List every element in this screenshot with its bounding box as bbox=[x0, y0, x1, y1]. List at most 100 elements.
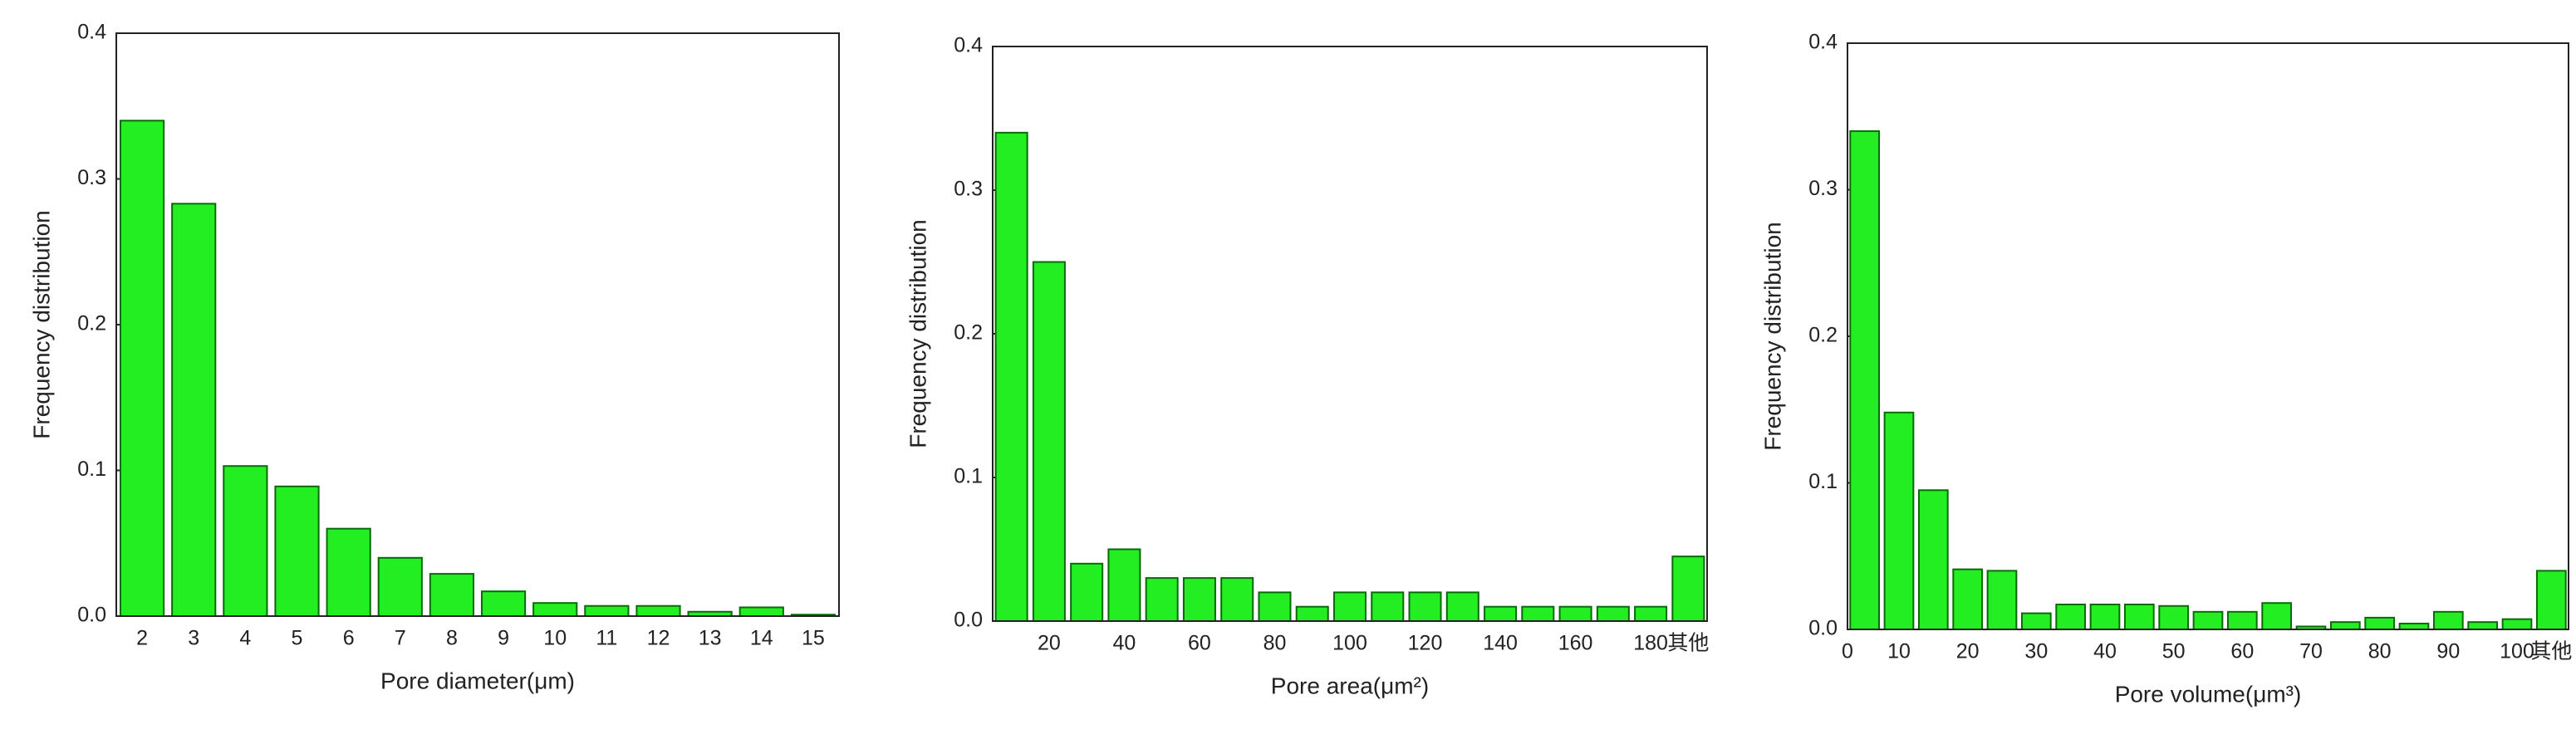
bar bbox=[326, 527, 371, 618]
y-tick-label: 0.4 bbox=[77, 21, 106, 44]
x-tick-label: 10 bbox=[543, 627, 567, 650]
x-tick-label: 70 bbox=[2299, 640, 2323, 663]
y-tick-label: 0.1 bbox=[1808, 470, 1838, 493]
x-tick-label: 14 bbox=[750, 627, 773, 650]
bar bbox=[584, 604, 630, 618]
bar bbox=[1484, 605, 1518, 623]
x-tick-label: 13 bbox=[699, 627, 722, 650]
plot-frame bbox=[992, 46, 1708, 622]
x-tick-label: 2 bbox=[136, 627, 148, 650]
y-axis-title: Frequency distribution bbox=[28, 210, 54, 438]
bar bbox=[2020, 612, 2052, 631]
bar bbox=[1408, 591, 1442, 623]
bar bbox=[1883, 411, 1915, 630]
y-tick-label: 0.2 bbox=[1808, 324, 1838, 347]
bar bbox=[2398, 622, 2430, 631]
bar bbox=[1596, 605, 1630, 623]
x-tick-label: 100 bbox=[2500, 640, 2534, 663]
bar bbox=[1849, 130, 1881, 630]
bar bbox=[480, 590, 527, 617]
bar bbox=[1220, 577, 1254, 622]
plot-frame bbox=[115, 32, 840, 617]
x-tick-label: 60 bbox=[1188, 632, 1211, 655]
plot-frame bbox=[1847, 42, 2569, 630]
x-tick-label: 40 bbox=[2093, 640, 2117, 663]
x-tick-label: 50 bbox=[2162, 640, 2186, 663]
bar bbox=[2158, 604, 2190, 631]
bar bbox=[1182, 577, 1216, 622]
x-tick-label: 6 bbox=[343, 627, 355, 650]
bar bbox=[635, 604, 681, 618]
x-tick-label: 11 bbox=[596, 627, 617, 650]
y-tick-label: 0.4 bbox=[1808, 31, 1838, 54]
x-tick-label: 100 bbox=[1332, 632, 1367, 655]
bar bbox=[1952, 568, 1984, 631]
bar bbox=[1332, 591, 1367, 623]
bar bbox=[1986, 570, 2018, 631]
x-axis-title: Pore area(μm²) bbox=[1271, 673, 1429, 698]
bar bbox=[2055, 603, 2087, 630]
bar bbox=[2089, 603, 2121, 630]
bar bbox=[171, 203, 217, 618]
bar bbox=[2261, 602, 2293, 630]
x-tick-label: 3 bbox=[188, 627, 199, 650]
y-tick-label: 0.0 bbox=[954, 609, 983, 632]
bar bbox=[2226, 610, 2258, 631]
bar bbox=[274, 485, 320, 617]
x-tick-label: 140 bbox=[1483, 632, 1518, 655]
bar bbox=[2432, 610, 2464, 631]
x-tick-label: 4 bbox=[239, 627, 251, 650]
y-axis-title: Frequency distribution bbox=[1759, 222, 1785, 450]
x-axis-title: Pore volume(μm³) bbox=[2115, 681, 2302, 707]
bar bbox=[377, 556, 423, 617]
bar bbox=[2535, 570, 2567, 631]
y-tick-label: 0.2 bbox=[77, 312, 106, 335]
bar bbox=[2123, 603, 2155, 630]
x-tick-label: 20 bbox=[1038, 632, 1061, 655]
x-tick-label: 120 bbox=[1408, 632, 1443, 655]
y-tick-label: 0.4 bbox=[954, 34, 983, 57]
x-tick-label: 9 bbox=[498, 627, 509, 650]
bar bbox=[532, 602, 578, 618]
bar bbox=[1634, 605, 1668, 623]
bar bbox=[1032, 261, 1066, 622]
y-tick-label: 0.0 bbox=[77, 604, 106, 627]
x-tick-label: 0 bbox=[1842, 640, 1853, 663]
x-tick-label: 7 bbox=[395, 627, 406, 650]
bar bbox=[223, 465, 268, 617]
bar bbox=[1917, 489, 1949, 631]
bar bbox=[1671, 555, 1705, 623]
x-tick-label: 8 bbox=[446, 627, 458, 650]
bar bbox=[1258, 591, 1292, 623]
x-tick-label: 10 bbox=[1887, 640, 1911, 663]
x-tick-label: 30 bbox=[2024, 640, 2048, 663]
bar bbox=[1070, 562, 1104, 622]
bar bbox=[994, 131, 1028, 623]
x-tick-label: 80 bbox=[1263, 632, 1287, 655]
bar bbox=[1521, 605, 1555, 623]
y-axis-title: Frequency distribution bbox=[905, 219, 930, 448]
x-tick-label: 其他 bbox=[1667, 632, 1709, 655]
bar bbox=[119, 120, 165, 618]
bar bbox=[2467, 621, 2499, 630]
x-tick-label: 15 bbox=[802, 627, 825, 650]
y-tick-label: 0.3 bbox=[77, 166, 106, 189]
x-tick-label: 20 bbox=[1956, 640, 1980, 663]
y-tick-label: 0.1 bbox=[954, 465, 983, 488]
x-tick-label: 180 bbox=[1633, 632, 1668, 655]
bar bbox=[2501, 618, 2533, 631]
y-tick-label: 0.0 bbox=[1808, 617, 1838, 640]
bar bbox=[2192, 610, 2224, 631]
x-tick-label: 80 bbox=[2368, 640, 2392, 663]
x-tick-label: 5 bbox=[292, 627, 303, 650]
bar bbox=[738, 606, 784, 617]
x-tick-label: 其他 bbox=[2530, 640, 2572, 663]
bar bbox=[1145, 577, 1179, 622]
x-tick-label: 12 bbox=[647, 627, 670, 650]
bar bbox=[2364, 616, 2396, 631]
x-tick-label: 40 bbox=[1113, 632, 1136, 655]
bar bbox=[1107, 548, 1141, 622]
x-axis-title: Pore diameter(μm) bbox=[380, 668, 575, 693]
y-tick-label: 0.3 bbox=[1808, 177, 1838, 200]
